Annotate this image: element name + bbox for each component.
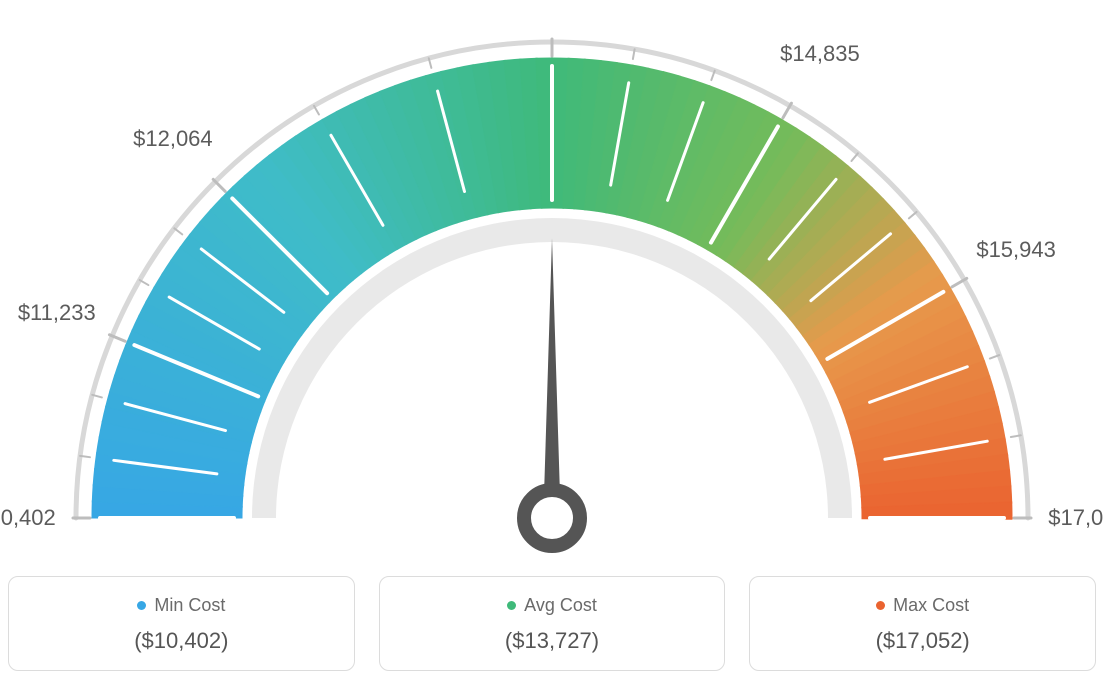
max-value: ($17,052)	[760, 628, 1085, 654]
min-title: Min Cost	[154, 595, 225, 616]
min-dot	[137, 601, 146, 610]
summary-cards: Min Cost ($10,402) Avg Cost ($13,727) Ma…	[8, 576, 1096, 671]
gauge-tick-label: $12,064	[133, 126, 213, 152]
gauge-tick-label: $10,402	[0, 505, 56, 531]
gauge-tick-label: $11,233	[18, 300, 96, 326]
cost-gauge: $10,402$11,233$12,064$13,727$14,835$15,9…	[8, 8, 1096, 568]
max-dot	[876, 601, 885, 610]
gauge-tick-label: $17,052	[1048, 505, 1104, 531]
avg-value: ($13,727)	[390, 628, 715, 654]
min-value: ($10,402)	[19, 628, 344, 654]
gauge-tick-label: $14,835	[780, 41, 860, 67]
avg-cost-card: Avg Cost ($13,727)	[379, 576, 726, 671]
gauge-svg	[8, 8, 1096, 568]
avg-title: Avg Cost	[524, 595, 597, 616]
min-cost-card: Min Cost ($10,402)	[8, 576, 355, 671]
max-title: Max Cost	[893, 595, 969, 616]
gauge-tick-label: $15,943	[976, 237, 1056, 263]
max-cost-card: Max Cost ($17,052)	[749, 576, 1096, 671]
avg-dot	[507, 601, 516, 610]
